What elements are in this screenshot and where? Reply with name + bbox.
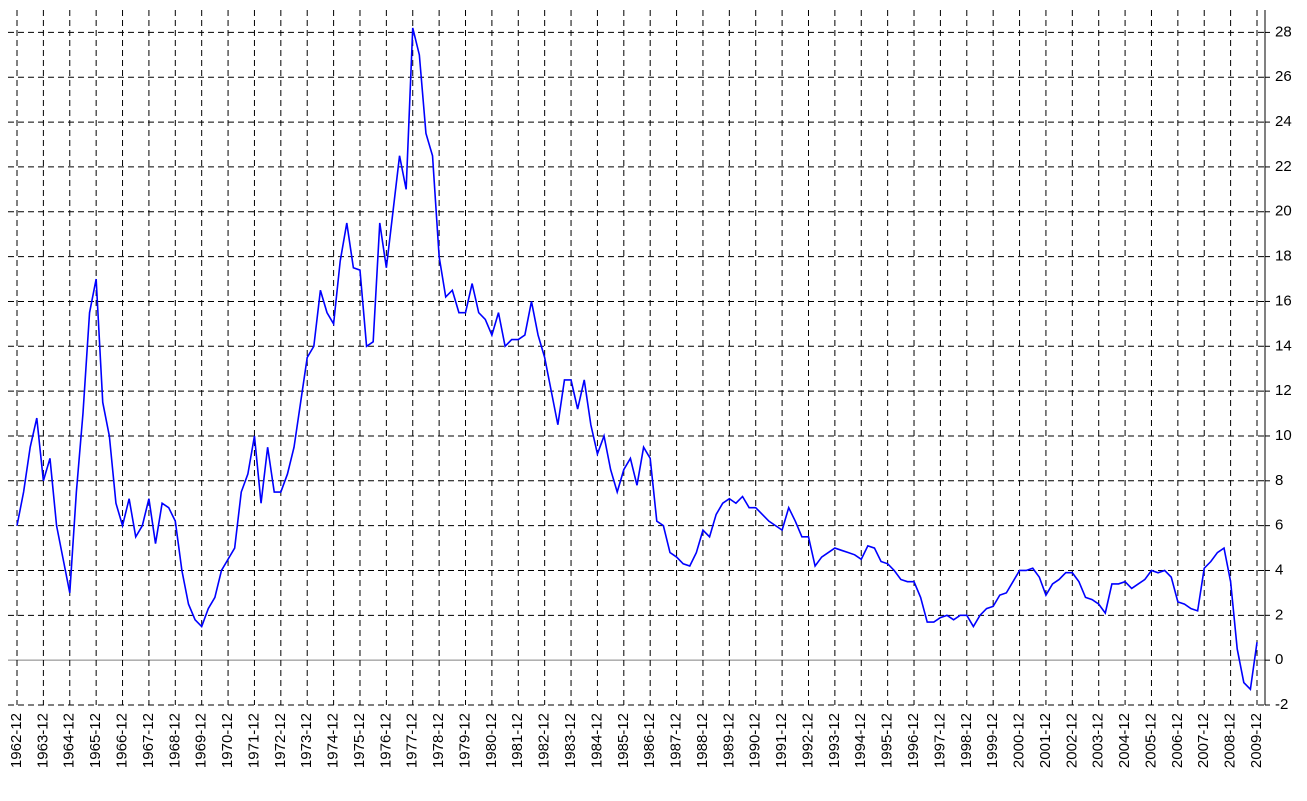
- x-tick-label: 1984-12: [588, 713, 605, 768]
- x-tick-label: 1983-12: [562, 713, 579, 768]
- x-tick-label: 2000-12: [1011, 713, 1028, 768]
- x-tick-label: 1981-12: [509, 713, 526, 768]
- x-tick-label: 1968-12: [166, 713, 183, 768]
- x-tick-label: 2003-12: [1090, 713, 1107, 768]
- x-tick-label: 1970-12: [219, 713, 236, 768]
- y-tick-label: -2: [1275, 696, 1288, 713]
- x-tick-label: 1995-12: [879, 713, 896, 768]
- x-tick-label: 1978-12: [430, 713, 447, 768]
- x-tick-label: 1989-12: [720, 713, 737, 768]
- y-tick-label: 14: [1275, 337, 1292, 354]
- x-tick-label: 1993-12: [826, 713, 843, 768]
- x-tick-label: 1972-12: [272, 713, 289, 768]
- x-tick-label: 1966-12: [114, 713, 131, 768]
- x-tick-label: 1964-12: [61, 713, 78, 768]
- x-tick-label: 2002-12: [1063, 713, 1080, 768]
- y-tick-label: 26: [1275, 68, 1292, 85]
- x-tick-label: 1990-12: [747, 713, 764, 768]
- y-tick-label: 0: [1275, 651, 1283, 668]
- y-tick-label: 22: [1275, 158, 1292, 175]
- x-tick-label: 1971-12: [245, 713, 262, 768]
- x-tick-label: 1994-12: [852, 713, 869, 768]
- x-tick-label: 1969-12: [193, 713, 210, 768]
- y-tick-label: 28: [1275, 23, 1292, 40]
- y-tick-label: 10: [1275, 427, 1292, 444]
- x-tick-label: 1975-12: [351, 713, 368, 768]
- x-tick-label: 1988-12: [694, 713, 711, 768]
- x-tick-label: 1980-12: [483, 713, 500, 768]
- x-tick-label: 1965-12: [87, 713, 104, 768]
- x-tick-label: 2007-12: [1195, 713, 1212, 768]
- x-tick-label: 1987-12: [668, 713, 685, 768]
- y-tick-label: 12: [1275, 382, 1292, 399]
- y-tick-label: 18: [1275, 248, 1292, 265]
- x-tick-label: 1991-12: [773, 713, 790, 768]
- y-tick-label: 6: [1275, 517, 1283, 534]
- x-tick-label: 2006-12: [1169, 713, 1186, 768]
- x-tick-label: 1985-12: [615, 713, 632, 768]
- x-tick-label: 2004-12: [1116, 713, 1133, 768]
- y-tick-label: 20: [1275, 203, 1292, 220]
- x-tick-label: 2001-12: [1037, 713, 1054, 768]
- x-tick-label: 1974-12: [325, 713, 342, 768]
- y-tick-label: 24: [1275, 113, 1292, 130]
- x-tick-label: 1992-12: [799, 713, 816, 768]
- x-tick-label: 2005-12: [1142, 713, 1159, 768]
- x-tick-label: 1976-12: [377, 713, 394, 768]
- x-tick-label: 1973-12: [298, 713, 315, 768]
- x-tick-label: 1996-12: [905, 713, 922, 768]
- x-tick-label: 1986-12: [641, 713, 658, 768]
- x-tick-label: 1962-12: [8, 713, 25, 768]
- y-tick-label: 8: [1275, 472, 1283, 489]
- x-tick-label: 1997-12: [931, 713, 948, 768]
- y-tick-label: 4: [1275, 561, 1283, 578]
- x-tick-label: 1977-12: [404, 713, 421, 768]
- x-tick-label: 1982-12: [536, 713, 553, 768]
- x-tick-label: 2008-12: [1222, 713, 1239, 768]
- x-tick-label: 1998-12: [958, 713, 975, 768]
- y-tick-label: 16: [1275, 292, 1292, 309]
- x-tick-label: 1979-12: [456, 713, 473, 768]
- x-tick-label: 1999-12: [984, 713, 1001, 768]
- x-tick-label: 1967-12: [140, 713, 157, 768]
- data-line: [16, 27, 1258, 692]
- y-tick-label: 2: [1275, 606, 1283, 623]
- x-tick-label: 2009-12: [1248, 713, 1265, 768]
- x-tick-label: 1963-12: [34, 713, 51, 768]
